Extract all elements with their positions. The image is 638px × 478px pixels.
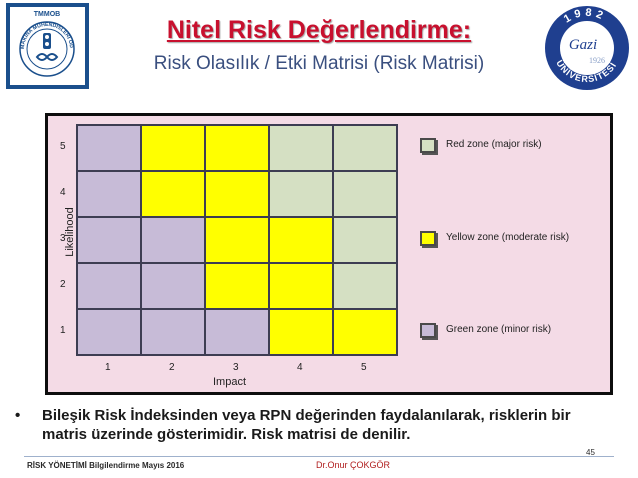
matrix-cell [204,262,270,310]
footer-divider [24,456,614,457]
page-subtitle: Risk Olasılık / Etki Matrisi (Risk Matri… [153,53,485,74]
logo-right-number: 1926 [589,56,605,65]
matrix-cell [204,308,270,356]
matrix-cell [76,170,142,218]
matrix-cell [332,124,398,172]
x-tick-label: 2 [169,362,175,373]
matrix-cell [140,124,206,172]
legend-label: Red zone (major risk) [446,139,542,150]
matrix-cell [76,124,142,172]
page-title: Nitel Risk Değerlendirme: [166,16,472,44]
legend-label: Green zone (minor risk) [446,324,552,335]
matrix-cell [332,262,398,310]
gazi-logo: 1982 ÜNİVERSİTESİ Gazi 1926 [543,3,631,93]
y-tick-label: 3 [60,233,66,244]
matrix-cell [268,124,334,172]
page-number: 45 [586,448,595,457]
matrix-cell [204,170,270,218]
matrix-cell [140,216,206,264]
x-tick-label: 1 [105,362,111,373]
matrix-cell [332,308,398,356]
bullet-text: Bileşik Risk İndeksinden veya RPN değeri… [42,407,571,443]
matrix-cell [268,170,334,218]
matrix-cell [332,216,398,264]
matrix-cell [332,170,398,218]
y-axis-label: Likelihood [64,207,76,257]
tmmob-logo: TMMOB MAKİNA MÜHENDİSLERİ ODASI [6,3,89,89]
y-tick-label: 4 [60,187,66,198]
matrix-cell [204,216,270,264]
matrix-cell [140,262,206,310]
x-tick-label: 3 [233,362,239,373]
matrix-cell [140,170,206,218]
matrix-cell [268,216,334,264]
bullet-dot-icon: • [15,407,21,424]
x-axis-label: Impact [213,376,247,388]
logo-left-top-text: TMMOB [34,11,60,18]
matrix-cell [76,216,142,264]
x-tick-label: 5 [361,362,367,373]
matrix-cell [76,308,142,356]
y-tick-label: 2 [60,279,66,290]
footer-author: Dr.Onur ÇOKGÖR [316,460,391,470]
x-tick-label: 4 [297,362,303,373]
matrix-cell [76,262,142,310]
tmmob-emblem-icon: TMMOB MAKİNA MÜHENDİSLERİ ODASI [8,3,75,77]
y-tick-label: 5 [60,141,66,152]
legend-swatch [420,138,436,153]
matrix-cell [268,262,334,310]
y-tick-label: 1 [60,325,66,336]
matrix-cell [204,124,270,172]
gazi-emblem-icon: 1982 ÜNİVERSİTESİ Gazi 1926 [545,6,629,90]
matrix-cell [140,308,206,356]
footer-left-text: RİSK YÖNETİMİ Bilgilendirme Mayıs 2016 [27,461,185,470]
legend-swatch [420,231,436,246]
risk-matrix-figure: 5 4 3 2 1 1 2 3 4 5 Likelihood Impact Red zone (… [45,113,613,395]
matrix-cell [268,308,334,356]
legend-label: Yellow zone (moderate risk) [446,232,570,243]
logo-right-script: Gazi [569,37,597,53]
legend-swatch [420,323,436,338]
